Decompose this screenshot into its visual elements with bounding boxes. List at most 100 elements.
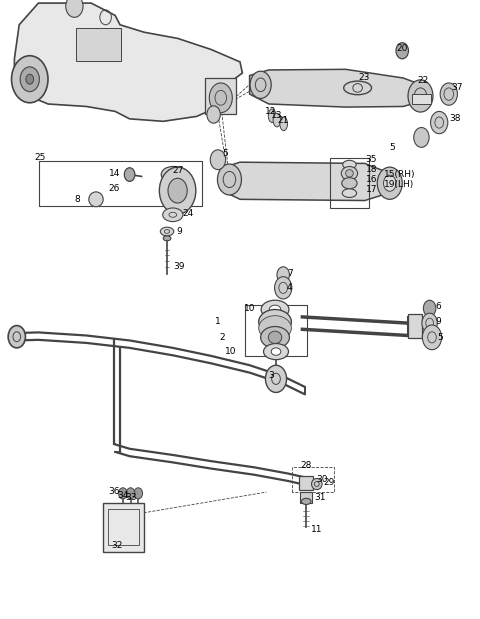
Ellipse shape [346, 170, 353, 177]
Bar [300, 492, 312, 503]
Ellipse shape [342, 178, 357, 189]
Text: 12: 12 [265, 107, 277, 116]
Circle shape [126, 488, 135, 499]
Text: 29: 29 [323, 478, 335, 487]
Circle shape [168, 178, 187, 203]
Circle shape [217, 164, 241, 195]
Circle shape [159, 167, 196, 214]
Text: 22: 22 [418, 76, 429, 85]
Circle shape [265, 365, 287, 392]
Text: 17: 17 [366, 185, 377, 194]
Circle shape [207, 106, 220, 123]
Ellipse shape [344, 81, 372, 95]
Polygon shape [221, 162, 396, 201]
Bar [104, 503, 144, 552]
Text: 3: 3 [268, 371, 274, 380]
Circle shape [119, 488, 127, 499]
Text: 5: 5 [222, 149, 228, 158]
Text: 35: 35 [366, 155, 377, 164]
Circle shape [396, 43, 408, 59]
Ellipse shape [271, 348, 281, 355]
Bar [412, 94, 431, 104]
Ellipse shape [259, 316, 291, 340]
Text: 32: 32 [111, 542, 123, 550]
Ellipse shape [163, 236, 171, 241]
Ellipse shape [161, 167, 184, 183]
Bar [75, 28, 121, 61]
Bar [299, 476, 313, 490]
Text: 39: 39 [174, 262, 185, 271]
Text: 27: 27 [172, 167, 183, 175]
Text: 8: 8 [74, 195, 80, 204]
Text: 11: 11 [311, 525, 323, 534]
Text: 37: 37 [451, 84, 463, 92]
Ellipse shape [259, 310, 291, 334]
Circle shape [408, 80, 433, 112]
Bar [205, 78, 236, 114]
Circle shape [422, 325, 442, 350]
Ellipse shape [343, 160, 356, 169]
Ellipse shape [269, 305, 281, 314]
Circle shape [431, 111, 448, 134]
Text: 14: 14 [109, 169, 121, 178]
Circle shape [414, 128, 429, 147]
Text: 31: 31 [314, 493, 326, 502]
Polygon shape [14, 3, 242, 121]
Ellipse shape [312, 478, 322, 490]
Ellipse shape [264, 344, 288, 360]
Bar [408, 314, 422, 338]
Text: 38: 38 [449, 115, 460, 123]
Bar [108, 509, 139, 545]
Circle shape [384, 175, 396, 191]
Circle shape [12, 56, 48, 103]
Circle shape [277, 267, 289, 283]
Text: 16: 16 [366, 175, 377, 184]
Text: 21: 21 [277, 116, 289, 125]
Text: 23: 23 [358, 73, 370, 82]
Text: 7: 7 [287, 269, 293, 278]
Text: 5: 5 [438, 333, 444, 342]
Text: 5: 5 [389, 143, 395, 152]
Text: 1: 1 [215, 318, 221, 326]
Ellipse shape [163, 208, 183, 222]
Circle shape [250, 71, 271, 98]
Text: 33: 33 [126, 493, 137, 502]
Circle shape [422, 313, 437, 333]
Text: 13: 13 [271, 111, 282, 120]
Bar [330, 158, 369, 208]
Ellipse shape [273, 113, 281, 127]
Circle shape [26, 74, 34, 84]
Ellipse shape [342, 189, 357, 197]
Text: 28: 28 [300, 461, 312, 470]
Text: 34: 34 [118, 491, 129, 500]
Text: 10: 10 [225, 347, 236, 356]
Circle shape [20, 67, 39, 92]
Circle shape [124, 168, 135, 181]
Ellipse shape [268, 109, 276, 123]
Ellipse shape [261, 300, 289, 319]
Text: 9: 9 [435, 318, 441, 326]
Ellipse shape [89, 192, 103, 207]
Text: 24: 24 [182, 209, 193, 218]
Circle shape [66, 0, 83, 17]
Text: 9: 9 [177, 227, 182, 236]
Circle shape [377, 167, 402, 199]
Circle shape [8, 326, 25, 348]
Ellipse shape [261, 327, 289, 348]
Circle shape [209, 83, 232, 113]
Circle shape [210, 150, 226, 170]
Text: 26: 26 [108, 184, 120, 193]
Text: 6: 6 [435, 302, 441, 311]
Polygon shape [250, 69, 430, 107]
Text: 15(RH): 15(RH) [384, 170, 416, 179]
Text: 19(LH): 19(LH) [384, 180, 414, 189]
Circle shape [275, 277, 292, 299]
Text: 10: 10 [244, 304, 255, 313]
Ellipse shape [341, 167, 358, 180]
Text: 2: 2 [220, 333, 226, 342]
Ellipse shape [268, 331, 282, 344]
Text: 18: 18 [366, 165, 377, 174]
Circle shape [440, 83, 457, 105]
Circle shape [134, 488, 143, 499]
Ellipse shape [280, 117, 288, 131]
